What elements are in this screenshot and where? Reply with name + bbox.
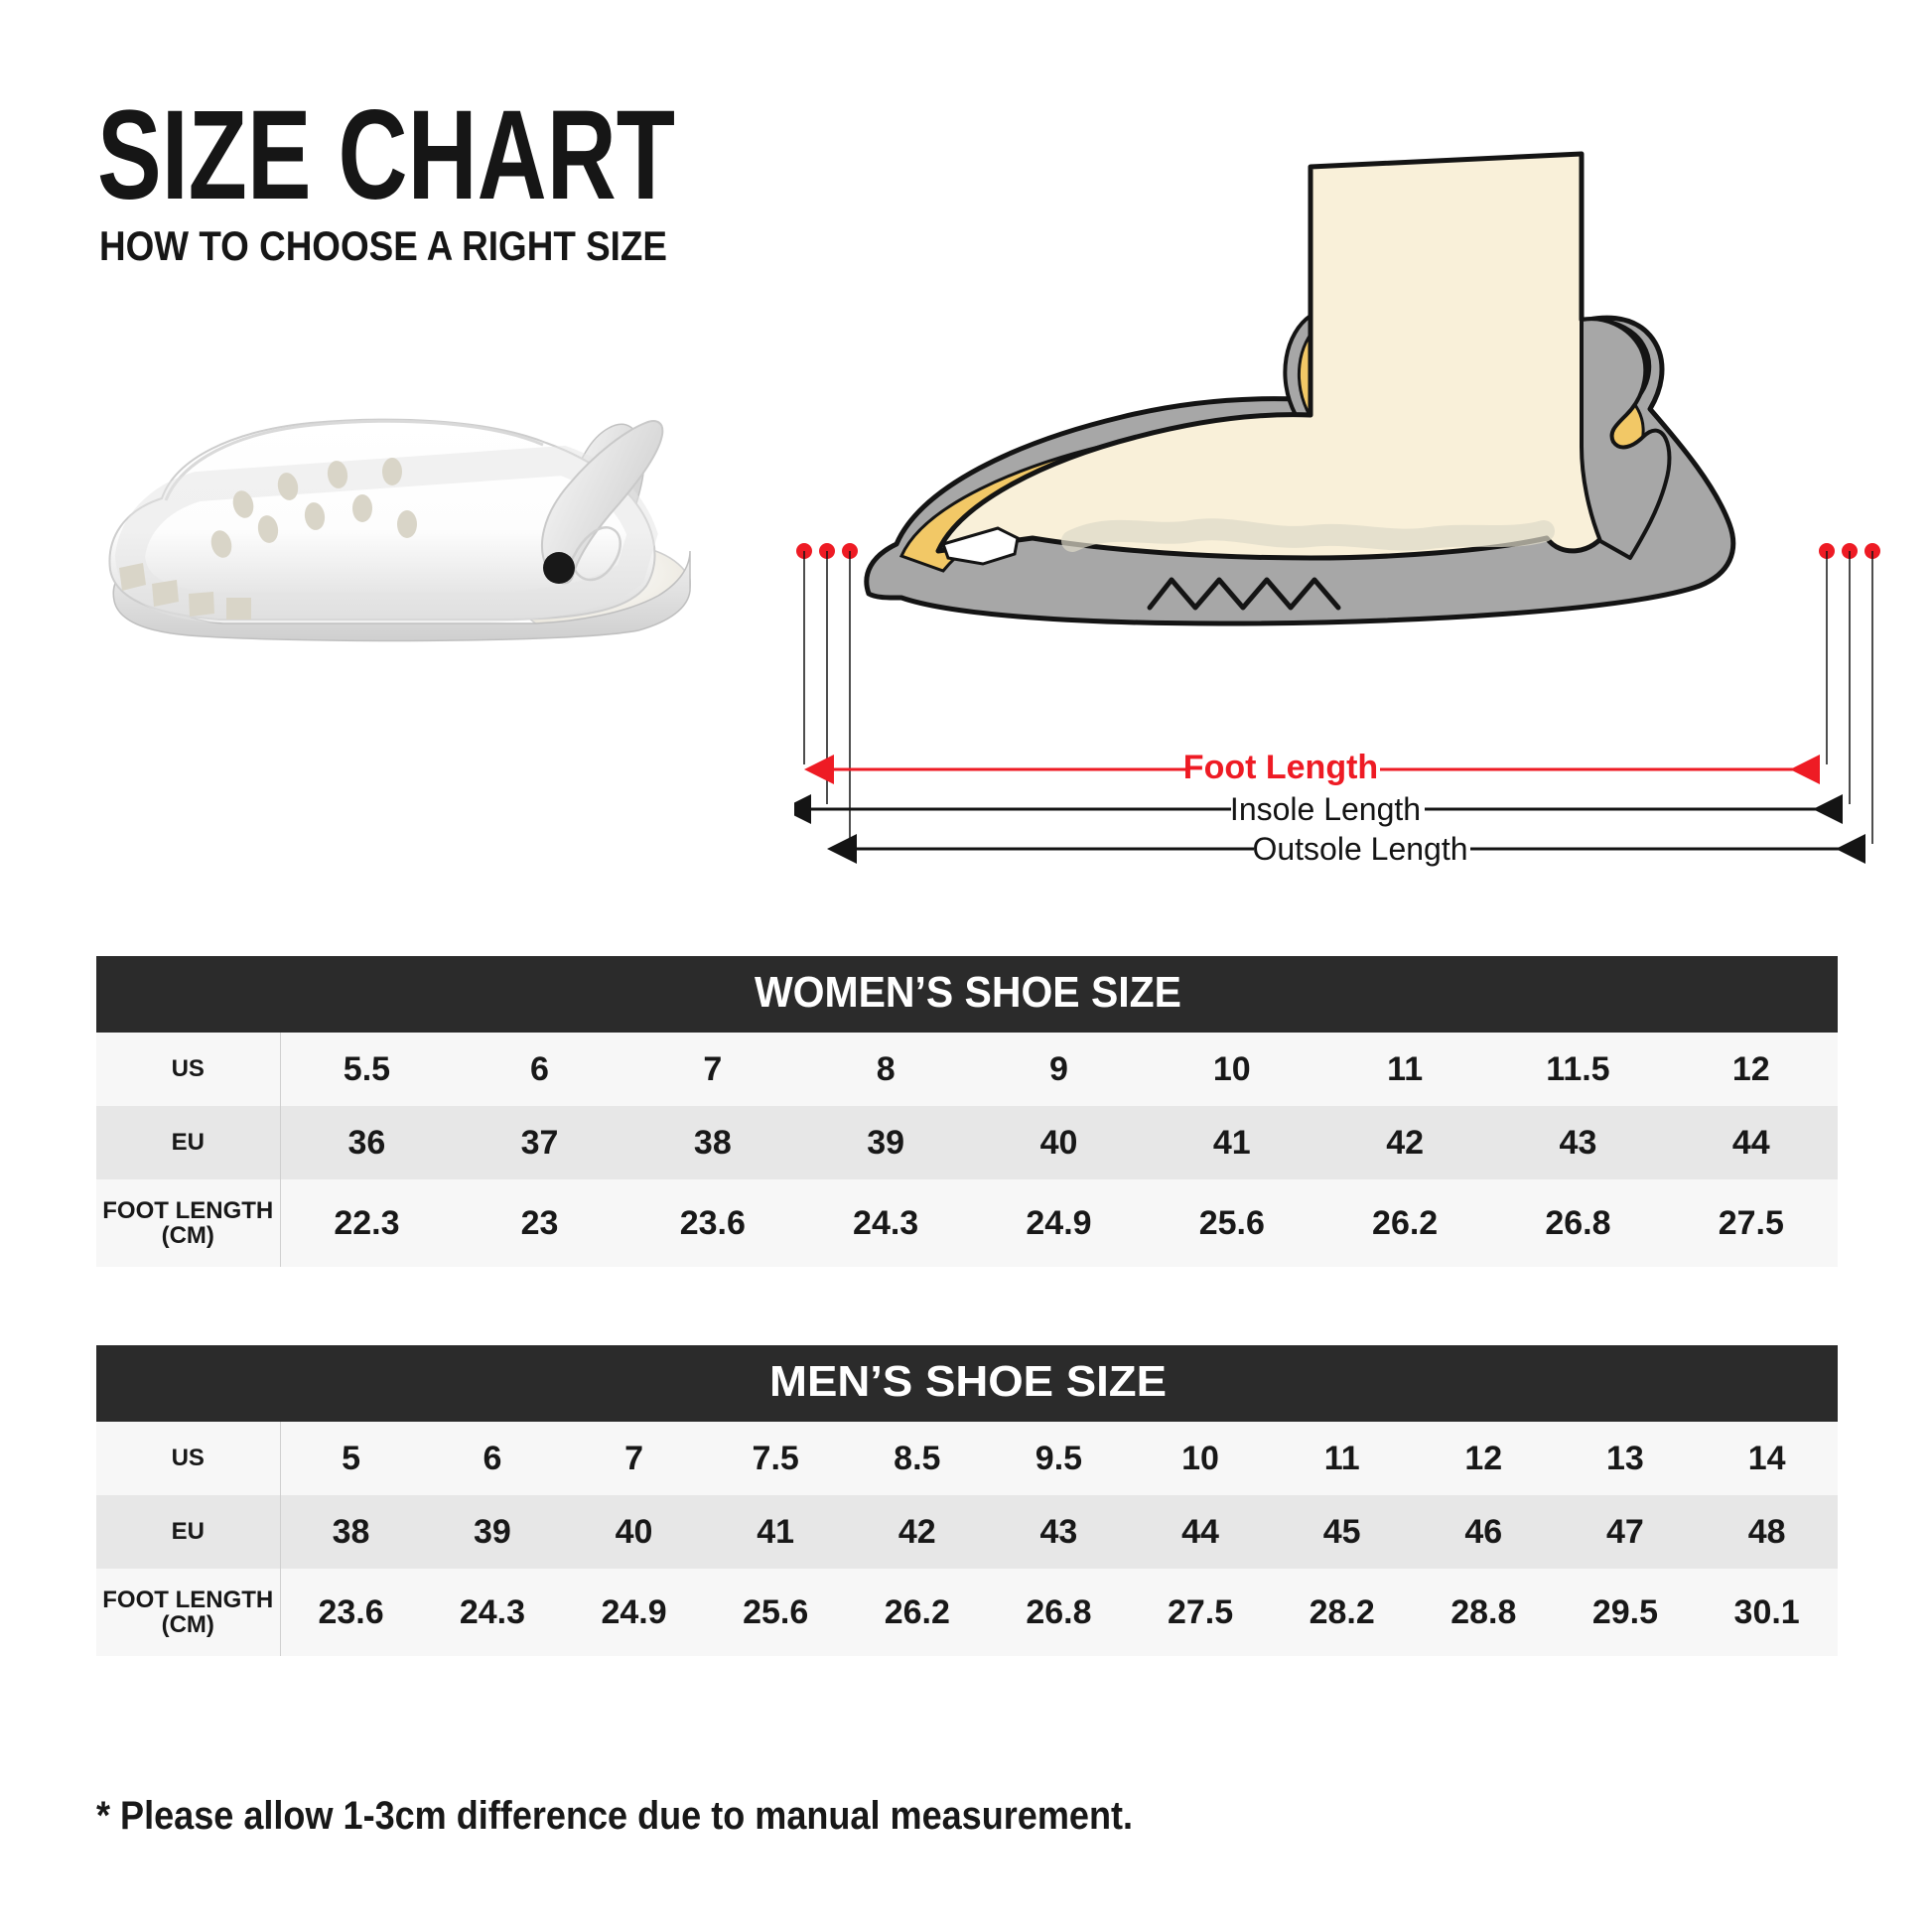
svg-text:WOMEN’S SHOE SIZE: WOMEN’S SHOE SIZE xyxy=(755,968,1181,1017)
svg-text:SIZE CHART: SIZE CHART xyxy=(97,84,675,226)
svg-text:Outsole Length: Outsole Length xyxy=(1252,831,1467,867)
svg-text:MEN’S SHOE SIZE: MEN’S SHOE SIZE xyxy=(769,1357,1167,1406)
svg-text:Foot Length: Foot Length xyxy=(1183,749,1378,786)
svg-text:HOW TO CHOOSE A RIGHT SIZE: HOW TO CHOOSE A RIGHT SIZE xyxy=(99,222,667,269)
svg-text:Insole Length: Insole Length xyxy=(1230,791,1421,827)
svg-text:* Please allow 1-3cm differenc: * Please allow 1-3cm difference due to m… xyxy=(96,1794,1133,1838)
